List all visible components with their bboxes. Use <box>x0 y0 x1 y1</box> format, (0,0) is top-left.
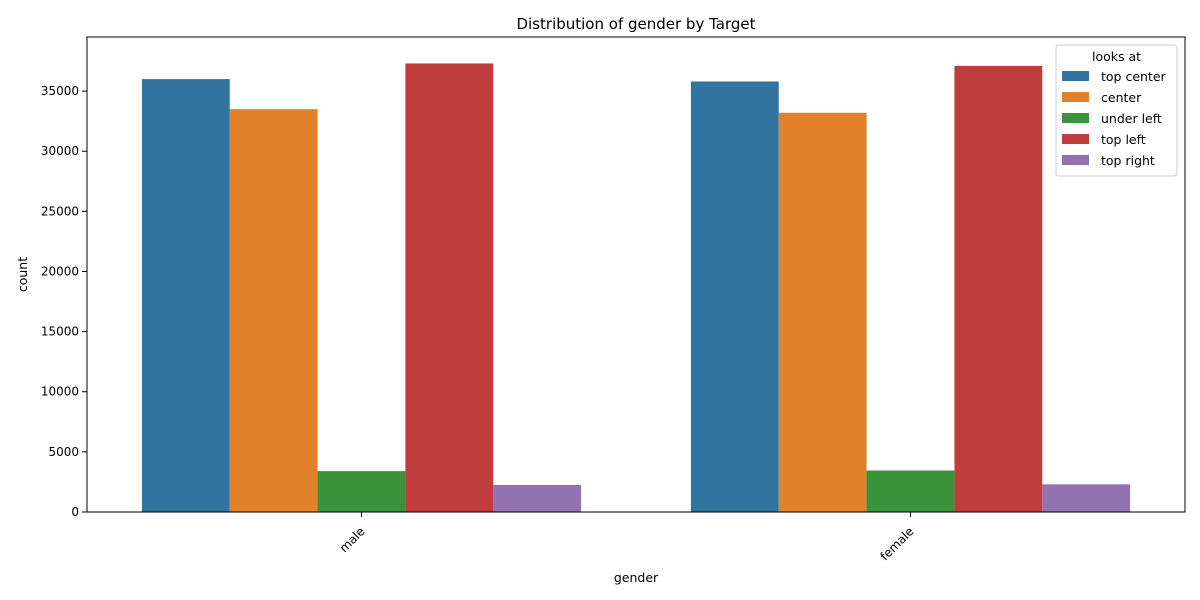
y-tick-label: 10000 <box>41 385 79 399</box>
bar-top-left-male <box>405 63 494 513</box>
chart-title: Distribution of gender by Target <box>516 15 755 33</box>
bar-top-center-female <box>690 81 779 513</box>
x-tick-label-male: male <box>337 524 368 555</box>
y-tick-label: 25000 <box>41 204 79 218</box>
bar-center-male <box>229 109 318 512</box>
legend-label-center: center <box>1101 90 1142 105</box>
x-axis-label: gender <box>614 570 659 585</box>
legend-swatch-top-center <box>1062 71 1089 81</box>
legend-swatch-top-right <box>1062 155 1089 165</box>
legend-label-top-right: top right <box>1101 153 1155 168</box>
legend-label-top-center: top center <box>1101 69 1167 84</box>
bars-group <box>141 63 1131 513</box>
y-tick-label: 0 <box>71 505 79 519</box>
bar-top-right-female <box>1042 484 1131 512</box>
legend: looks at top center center under left top l… <box>1055 44 1178 177</box>
legend-swatch-center <box>1062 92 1089 102</box>
bar-center-female <box>778 112 867 512</box>
legend-label-top-left: top left <box>1101 132 1146 147</box>
bar-top-center-male <box>141 79 230 512</box>
y-tick-label: 15000 <box>41 325 79 339</box>
bar-under-left-female <box>866 470 955 512</box>
y-tick-label: 30000 <box>41 144 79 158</box>
bar-top-left-female <box>954 65 1043 513</box>
legend-swatch-under-left <box>1062 113 1089 123</box>
legend-title: looks at <box>1092 49 1141 64</box>
y-axis-label: count <box>15 257 30 292</box>
y-axis-ticks: 0 5000 10000 15000 20000 25000 30000 35000 <box>41 84 87 519</box>
x-tick-label-female: female <box>877 524 916 563</box>
legend-label-under-left: under left <box>1101 111 1162 126</box>
x-axis-ticks: male female <box>337 512 917 563</box>
y-tick-label: 5000 <box>48 445 79 459</box>
legend-swatch-top-left <box>1062 134 1089 144</box>
y-tick-label: 35000 <box>41 84 79 98</box>
bar-top-right-male <box>493 484 582 512</box>
y-tick-label: 20000 <box>41 264 79 278</box>
bar-under-left-male <box>317 471 406 512</box>
plot-frame <box>86 36 1186 513</box>
